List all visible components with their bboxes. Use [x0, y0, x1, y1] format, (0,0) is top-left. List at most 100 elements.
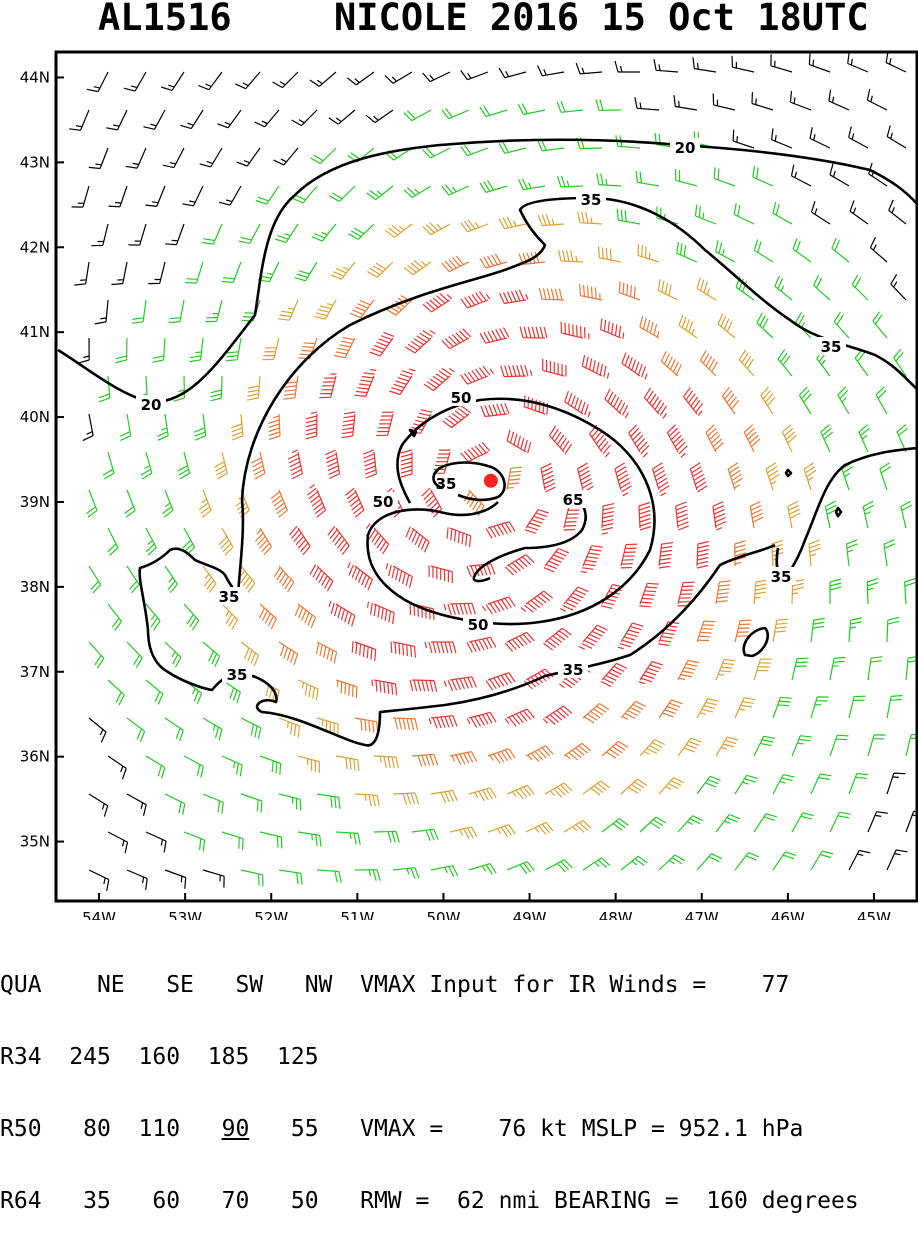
lat-label: 35N	[20, 833, 50, 851]
wind-barb	[221, 603, 239, 630]
wind-barb	[618, 281, 641, 301]
wind-barb	[306, 484, 327, 518]
svg-text:50: 50	[468, 616, 489, 634]
wind-barb	[517, 178, 546, 191]
wind-barb	[325, 449, 341, 480]
wind-barb	[595, 99, 622, 111]
wind-barb	[712, 501, 727, 531]
wind-barb	[193, 413, 207, 441]
wind-barb	[715, 580, 731, 605]
lon-label: 49W	[513, 909, 547, 920]
wind-barb	[294, 603, 317, 629]
wind-barb	[183, 755, 204, 778]
wind-barb	[107, 831, 129, 854]
wind-barb	[316, 793, 341, 809]
wind-barb	[614, 60, 640, 73]
wind-barb	[441, 107, 470, 120]
wind-barb	[182, 527, 196, 556]
wind-barb	[115, 337, 128, 364]
wind-barb	[107, 603, 122, 631]
wind-barb	[771, 128, 793, 149]
wind-barb	[905, 810, 917, 833]
wind-barb	[677, 659, 700, 681]
wind-barb	[753, 813, 778, 833]
wind-barb	[446, 527, 472, 548]
wind-barb	[721, 386, 740, 415]
wind-barb	[319, 373, 337, 399]
svg-text:20: 20	[141, 396, 162, 414]
wind-barb	[373, 755, 399, 769]
wind-barb	[617, 622, 644, 650]
storm-center-marker	[483, 473, 498, 488]
wind-barb	[165, 223, 185, 246]
wind-barb	[890, 273, 907, 301]
wind-barb	[558, 249, 584, 263]
wind-barb	[240, 565, 256, 593]
wind-barb	[520, 590, 554, 613]
wind-barb	[422, 293, 453, 313]
wind-barb	[423, 367, 455, 392]
wind-barb	[499, 289, 529, 305]
wind-barb	[272, 71, 299, 89]
wind-barb	[441, 184, 470, 196]
wind-barb	[346, 71, 375, 86]
wind-barb	[500, 364, 533, 378]
wind-barb	[354, 369, 377, 397]
wind-barb	[316, 869, 342, 883]
wind-barb	[466, 636, 497, 653]
wind-barb	[810, 617, 825, 643]
wind-barb	[218, 185, 242, 206]
wind-barb	[107, 755, 127, 780]
wind-barb	[772, 618, 789, 643]
wind-barb	[577, 211, 603, 225]
wind-barb	[329, 185, 356, 203]
wind-barb	[548, 425, 573, 454]
wind-barb	[616, 208, 641, 225]
lon-label: 51W	[340, 909, 374, 920]
wind-barb	[848, 126, 869, 149]
wind-barb	[309, 564, 334, 592]
wind-barb	[879, 462, 892, 491]
svg-text:35: 35	[436, 475, 457, 493]
wind-barb	[848, 772, 869, 795]
wind-barb	[270, 489, 288, 518]
wind-barb	[904, 577, 916, 605]
wind-barb	[582, 780, 610, 796]
wind-barb	[236, 147, 261, 167]
wind-barb	[756, 312, 774, 339]
wind-barb	[677, 737, 702, 757]
wind-barb	[738, 349, 755, 377]
wind-barb	[198, 489, 212, 518]
wind-barb	[107, 527, 119, 556]
wind-barb	[589, 424, 611, 458]
wind-barb	[699, 350, 718, 377]
wind-barb	[316, 717, 339, 736]
wind-barb	[809, 127, 831, 149]
wind-barb	[652, 462, 670, 497]
wind-barb	[683, 387, 704, 416]
wind-barb	[294, 261, 318, 282]
wind-barb	[886, 125, 907, 149]
contour-65-kt	[472, 490, 587, 583]
wind-barb	[409, 603, 435, 621]
wind-barb	[637, 243, 660, 263]
wind-barb	[202, 565, 217, 593]
wind-barb	[71, 185, 90, 208]
wind-barb	[694, 204, 717, 225]
wind-barb	[202, 869, 225, 888]
wind-barb	[373, 830, 400, 843]
contour-35-kt-outer	[138, 196, 917, 747]
longitude-labels: 54W 53W 52W 51W 50W 49W 48W 47W 46W 45W	[82, 909, 891, 920]
wind-barb	[230, 413, 244, 441]
wind-barb	[479, 327, 510, 344]
latitude-labels: 44N 43N 42N 41N 40N 39N 38N 37N 36N 35N	[20, 68, 50, 850]
wind-barb	[347, 562, 373, 591]
wind-barb	[798, 386, 812, 415]
wind-barb	[98, 375, 111, 403]
wind-barb	[485, 672, 516, 691]
wind-barb	[770, 54, 793, 73]
wind-barb	[262, 337, 280, 361]
wind-barb	[202, 641, 221, 667]
wind-barb	[829, 656, 846, 681]
wind-barb	[164, 565, 178, 594]
